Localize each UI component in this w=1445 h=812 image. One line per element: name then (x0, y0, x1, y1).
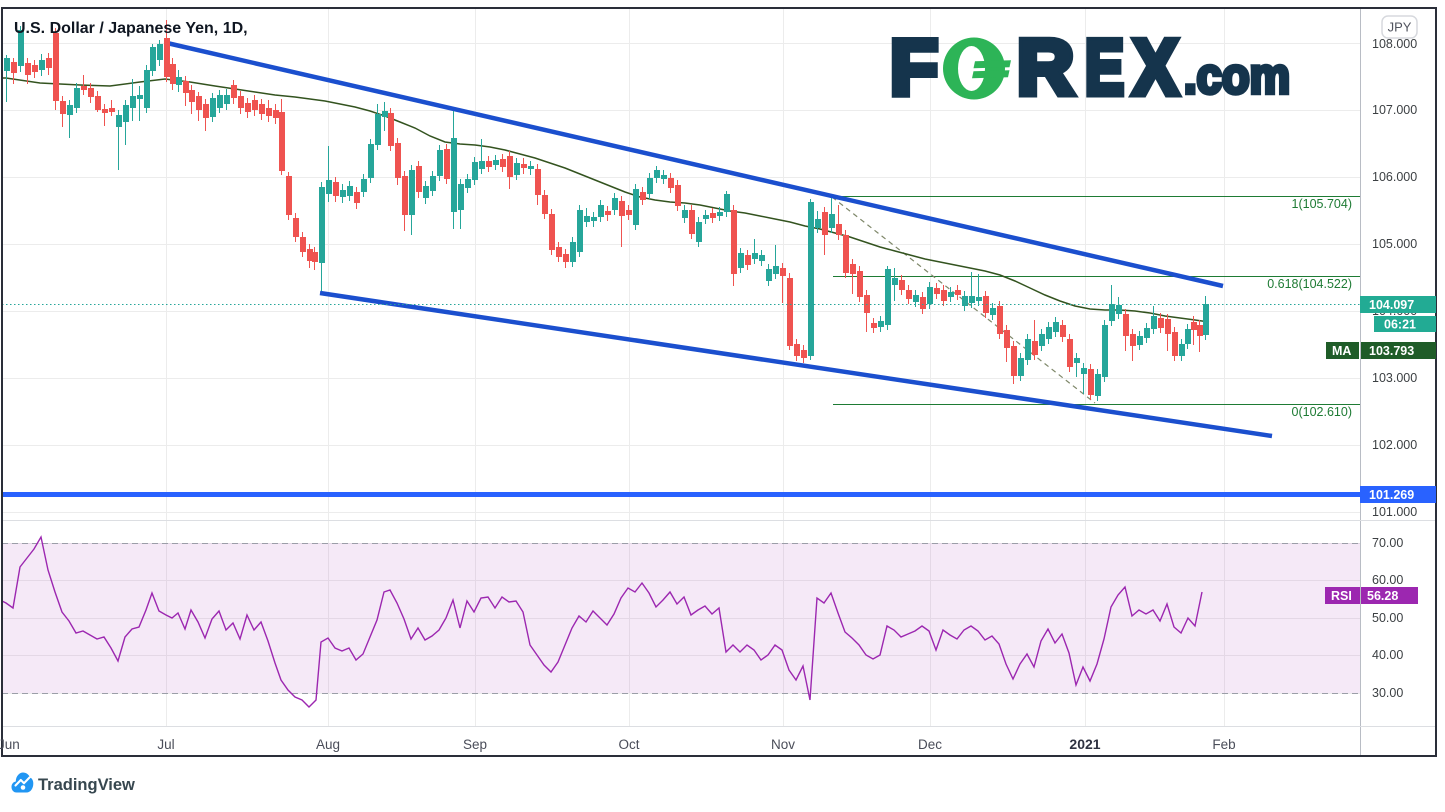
svg-text:102.000: 102.000 (1372, 438, 1417, 452)
svg-text:Feb: Feb (1212, 737, 1235, 752)
svg-text:101.000: 101.000 (1372, 505, 1417, 519)
svg-text:JPY: JPY (1388, 20, 1412, 35)
svg-text:108.000: 108.000 (1372, 37, 1417, 51)
svg-text:70.00: 70.00 (1372, 536, 1403, 550)
svg-text:X: X (1133, 23, 1178, 111)
svg-text:40.00: 40.00 (1372, 648, 1403, 662)
svg-text:105.000: 105.000 (1372, 237, 1417, 251)
svg-text:107.000: 107.000 (1372, 103, 1417, 117)
svg-text:0.618(104.522): 0.618(104.522) (1267, 277, 1352, 291)
svg-text:MA: MA (1332, 344, 1351, 358)
svg-text:U.S. Dollar / Japanese Yen, 1D: U.S. Dollar / Japanese Yen, 1D, (14, 20, 248, 37)
svg-text:Dec: Dec (918, 737, 942, 752)
svg-text:0(102.610): 0(102.610) (1292, 405, 1352, 419)
svg-text:104.097: 104.097 (1369, 298, 1414, 312)
svg-text:60.00: 60.00 (1372, 573, 1403, 587)
svg-text:TradingView: TradingView (38, 776, 135, 794)
svg-text:103.793: 103.793 (1369, 344, 1414, 358)
svg-text:30.00: 30.00 (1372, 686, 1403, 700)
svg-text:101.269: 101.269 (1369, 488, 1414, 502)
svg-text:56.28: 56.28 (1367, 589, 1398, 603)
svg-text:103.000: 103.000 (1372, 371, 1417, 385)
svg-text:Jul: Jul (157, 737, 174, 752)
svg-text:2021: 2021 (1069, 736, 1100, 752)
svg-text:.com: .com (1184, 48, 1290, 104)
svg-text:Aug: Aug (316, 737, 340, 752)
svg-text:Jun: Jun (0, 737, 20, 752)
svg-text:Oct: Oct (618, 737, 639, 752)
svg-text:Nov: Nov (771, 737, 795, 752)
svg-text:RSI: RSI (1331, 589, 1352, 603)
svg-text:06:21: 06:21 (1384, 318, 1416, 332)
svg-text:1(105.704): 1(105.704) (1292, 197, 1352, 211)
svg-text:Sep: Sep (463, 737, 487, 752)
svg-text:R: R (1017, 23, 1074, 111)
svg-text:106.000: 106.000 (1372, 170, 1417, 184)
svg-text:50.00: 50.00 (1372, 611, 1403, 625)
svg-text:F: F (890, 23, 938, 111)
svg-text:E: E (1085, 23, 1124, 111)
